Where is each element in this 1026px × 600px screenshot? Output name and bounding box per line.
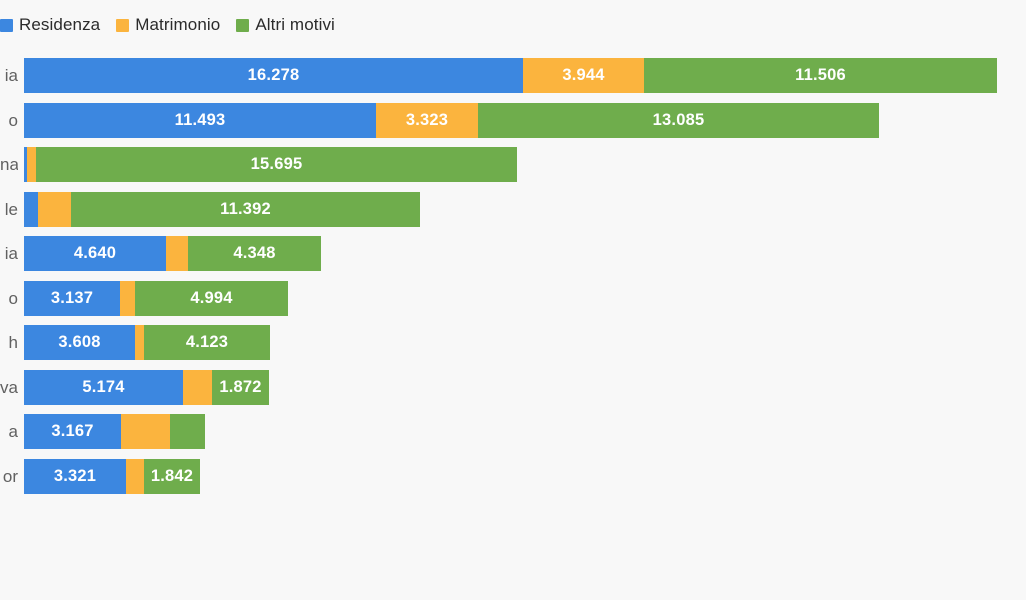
bar-value-label: 3.608: [58, 333, 101, 351]
bar-segment-residenza[interactable]: 3.137: [24, 281, 120, 316]
category-label: h: [8, 333, 18, 352]
bar-value-label: 3.167: [51, 422, 94, 440]
bar-segment-altri-motivi[interactable]: 1.842: [144, 459, 200, 494]
bar-row: o 3.137 4.994: [0, 281, 288, 316]
bar-segment-altri-motivi[interactable]: 11.506: [644, 58, 997, 93]
bar-value-label: 13.085: [652, 111, 705, 129]
legend-item-matrimonio[interactable]: Matrimonio: [116, 15, 220, 35]
bar-value-label: 3.323: [405, 111, 449, 129]
bar-segment-residenza[interactable]: 3.321: [24, 459, 126, 494]
bar-segment-residenza[interactable]: 3.608: [24, 325, 135, 360]
bar-row: or 3.321 1.842: [0, 459, 200, 494]
bar-value-label: 11.506: [795, 66, 846, 84]
category-label: va: [0, 378, 18, 397]
bar-segment-altri-motivi[interactable]: 4.348: [188, 236, 321, 271]
category-label: o: [8, 111, 18, 130]
bar-segment-matrimonio[interactable]: [126, 459, 144, 494]
bar-segment-matrimonio[interactable]: [135, 325, 144, 360]
bar-row: na 15.695: [0, 147, 517, 182]
bar-row: va 5.174 1.872: [0, 370, 269, 405]
bar-value-label: 4.348: [233, 244, 276, 262]
bar-value-label: 3.137: [50, 289, 94, 307]
bar-row: ia 16.278 3.944 11.506: [0, 58, 997, 93]
bar-segment-residenza[interactable]: 5.174: [24, 370, 183, 405]
legend-label-residenza: Residenza: [19, 15, 101, 34]
bar-segment-residenza[interactable]: 11.493: [24, 103, 376, 138]
category-label: le: [4, 200, 18, 219]
residenza-swatch-icon: [0, 18, 13, 32]
legend-label-matrimonio: Matrimonio: [135, 15, 221, 34]
bar-value-label: 4.994: [190, 289, 233, 307]
bar-value-label: 15.695: [250, 155, 303, 173]
bar-segment-residenza[interactable]: 3.167: [24, 414, 121, 449]
bar-row: a 3.167: [0, 414, 205, 449]
bar-row: o 11.493 3.323 13.085: [0, 103, 879, 138]
bar-segment-altri-motivi[interactable]: 11.392: [71, 192, 420, 227]
bar-segment-residenza[interactable]: [24, 192, 38, 227]
bar-segment-matrimonio[interactable]: [38, 192, 71, 227]
bar-value-label: 4.123: [185, 333, 229, 351]
bar-segment-altri-motivi[interactable]: [170, 414, 205, 449]
bar-segment-altri-motivi[interactable]: 13.085: [478, 103, 879, 138]
bar-segment-matrimonio[interactable]: [121, 414, 170, 449]
legend-item-residenza[interactable]: Residenza: [0, 15, 100, 35]
bar-segment-matrimonio[interactable]: 3.323: [376, 103, 478, 138]
bar-segment-altri-motivi[interactable]: 4.123: [144, 325, 270, 360]
matrimonio-swatch-icon: [116, 18, 130, 32]
altri-motivi-swatch-icon: [236, 18, 250, 32]
bar-segment-altri-motivi[interactable]: 4.994: [135, 281, 288, 316]
bar-segment-residenza[interactable]: 16.278: [24, 58, 523, 93]
legend-label-altri-motivi: Altri motivi: [255, 15, 335, 34]
bar-value-label: 4.640: [73, 244, 117, 262]
bar-value-label: 1.842: [150, 467, 194, 485]
bar-row: le 11.392: [0, 192, 420, 227]
bar-segment-matrimonio[interactable]: 3.944: [523, 58, 644, 93]
category-label: ia: [4, 66, 18, 85]
bar-segment-matrimonio[interactable]: [166, 236, 188, 271]
bar-value-label: 3.321: [53, 467, 97, 485]
bar-row: ia 4.640 4.348: [0, 236, 321, 271]
legend-item-altri-motivi[interactable]: Altri motivi: [236, 15, 335, 35]
category-label: o: [8, 289, 18, 308]
bar-segment-matrimonio[interactable]: [120, 281, 135, 316]
bar-segment-altri-motivi[interactable]: 15.695: [36, 147, 517, 182]
legend: Residenza Matrimonio Altri motivi: [0, 15, 351, 35]
category-label: ia: [4, 244, 18, 263]
bar-value-label: 11.493: [174, 111, 226, 129]
bar-value-label: 1.872: [219, 378, 262, 396]
category-label: a: [8, 422, 18, 441]
bar-segment-matrimonio[interactable]: [27, 147, 36, 182]
bar-row: h 3.608 4.123: [0, 325, 270, 360]
category-label: na: [0, 155, 18, 174]
bar-segment-residenza[interactable]: [24, 147, 27, 182]
bar-value-label: 16.278: [247, 66, 300, 84]
bar-value-label: 11.392: [220, 200, 271, 218]
bar-segment-matrimonio[interactable]: [183, 370, 212, 405]
bar-value-label: 3.944: [562, 66, 605, 84]
bar-segment-residenza[interactable]: 4.640: [24, 236, 166, 271]
bar-segment-altri-motivi[interactable]: 1.872: [212, 370, 269, 405]
bar-value-label: 5.174: [82, 378, 125, 396]
category-label: or: [2, 467, 18, 486]
